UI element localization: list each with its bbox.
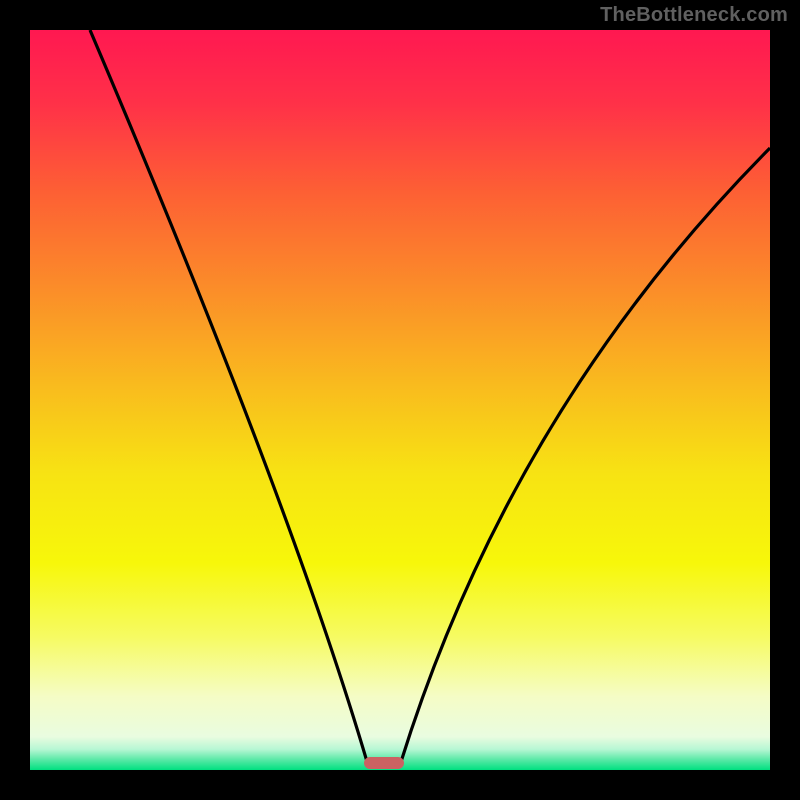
right-curve (400, 148, 770, 765)
optimum-marker (364, 757, 404, 769)
left-curve (90, 30, 368, 765)
watermark-text: TheBottleneck.com (600, 4, 788, 27)
bottleneck-v-curve (30, 30, 770, 770)
plot-area (30, 30, 770, 770)
